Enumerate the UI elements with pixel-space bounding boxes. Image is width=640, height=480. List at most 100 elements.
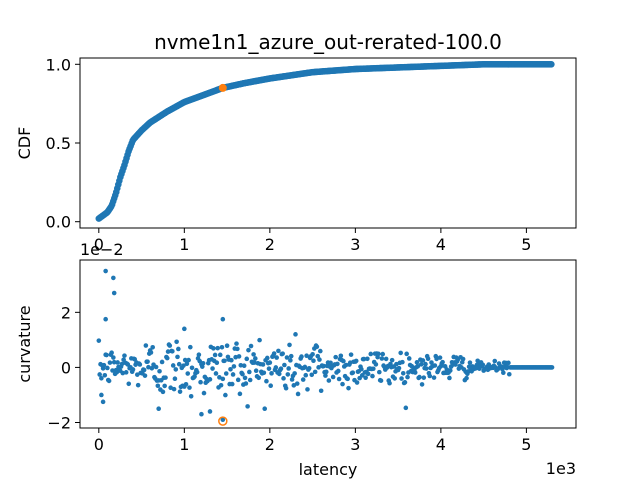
- curvature-point: [280, 351, 285, 356]
- curvature-point: [330, 374, 336, 380]
- curvature-point: [310, 351, 315, 357]
- x-tick-label: 4: [436, 235, 446, 254]
- curvature-point: [323, 369, 329, 375]
- curvature-point: [229, 381, 235, 387]
- curvature-point: [171, 386, 177, 392]
- y-tick-label: 1.0: [46, 55, 71, 74]
- curvature-point: [271, 351, 277, 356]
- curvature-point: [150, 344, 155, 350]
- curvature-point: [284, 355, 290, 360]
- curvature-point: [354, 380, 360, 385]
- curvature-point: [387, 380, 392, 386]
- curvature-point: [412, 370, 418, 375]
- x-tick-label: 5: [521, 435, 531, 454]
- curvature-point: [176, 346, 181, 352]
- curvature-point: [177, 389, 183, 394]
- curvature-point: [185, 371, 191, 376]
- curvature-point: [291, 383, 297, 388]
- curvature-point: [228, 366, 233, 372]
- curvature-point: [107, 360, 113, 365]
- y-axis-label: CDF: [15, 127, 34, 160]
- x-tick-label: 5: [521, 235, 531, 254]
- curvature-point: [230, 372, 236, 377]
- curvature-point: [165, 349, 171, 354]
- curvature-point: [111, 359, 117, 365]
- curvature-point: [343, 362, 349, 368]
- curvature-point: [333, 354, 338, 360]
- curvature-point: [288, 358, 293, 363]
- curvature-point: [210, 366, 215, 371]
- curvature-point: [162, 383, 167, 389]
- curvature-point: [437, 355, 443, 360]
- cdf-panel: 0 1 2 3 4 5 0.0 0.5 1.0 nvme1n1_azure_out-rerated…: [15, 30, 577, 254]
- x-tick-label: 1: [179, 435, 189, 454]
- curvature-point: [219, 344, 225, 350]
- curvature-point: [229, 357, 234, 363]
- curvature-point: [207, 377, 213, 382]
- curvature-point: [340, 381, 345, 387]
- curvature-point: [414, 360, 420, 365]
- x-offset-label: 1e3: [546, 459, 576, 478]
- curvature-point: [306, 365, 312, 371]
- curvature-point: [196, 352, 202, 358]
- curvature-point: [464, 375, 469, 381]
- curvature-point: [447, 368, 453, 373]
- curvature-point: [376, 351, 381, 357]
- curvature-point: [97, 372, 102, 377]
- curvature-point: [302, 364, 308, 370]
- cdf-point: [548, 60, 555, 68]
- curvature-point: [377, 369, 382, 375]
- x-tick-label: 0: [94, 435, 104, 454]
- y-tick-label: 0.5: [46, 134, 71, 153]
- curvature-point: [145, 359, 150, 364]
- curvature-point: [220, 316, 226, 322]
- curvature-point: [160, 389, 166, 395]
- curvature-point: [182, 357, 188, 363]
- curvature-point: [170, 363, 176, 368]
- curvature-point: [295, 391, 301, 397]
- curvature-point: [218, 382, 224, 388]
- y-offset-label: 1e−2: [80, 240, 124, 259]
- curvature-point: [341, 358, 346, 364]
- curvature-point: [371, 366, 376, 372]
- curvature-point: [274, 355, 279, 360]
- curvature-point: [222, 358, 227, 364]
- curvature-point: [153, 364, 159, 370]
- highlight-point: [218, 83, 227, 92]
- curvature-point: [183, 381, 189, 387]
- curvature-point: [256, 375, 262, 381]
- curvature-point: [156, 406, 161, 412]
- curvature-point: [293, 332, 298, 337]
- curvature-point: [432, 363, 438, 368]
- curvature-point: [231, 364, 237, 369]
- curvature-point: [100, 399, 106, 405]
- curvature-point: [314, 344, 320, 350]
- curvature-point: [305, 387, 310, 392]
- curvature-point: [506, 360, 511, 366]
- curvature-point: [182, 326, 187, 332]
- curvature-point: [398, 350, 403, 356]
- curvature-point: [326, 378, 332, 383]
- curvature-point: [142, 373, 148, 378]
- curvature-point: [238, 362, 244, 368]
- curvature-point: [286, 366, 291, 371]
- curvature-point: [96, 338, 102, 343]
- curvature-point: [447, 375, 452, 381]
- curvature-point: [105, 365, 110, 371]
- curvature-point: [420, 358, 426, 363]
- curvature-point: [276, 371, 282, 377]
- curvature-point: [264, 378, 269, 384]
- plot-frame: [79, 259, 577, 429]
- y-tick-label: −2: [47, 413, 71, 432]
- curvature-point: [257, 337, 262, 343]
- curvature-point: [392, 376, 398, 381]
- curvature-point: [175, 354, 180, 360]
- y-tick-label: 0.0: [46, 213, 71, 232]
- curvature-point: [102, 373, 108, 378]
- curvature-point: [287, 342, 292, 348]
- curvature-point: [399, 376, 404, 381]
- curvature-point: [167, 343, 173, 348]
- curvature-point: [106, 378, 112, 384]
- curvature-point: [236, 354, 242, 359]
- curvature-point: [211, 346, 216, 351]
